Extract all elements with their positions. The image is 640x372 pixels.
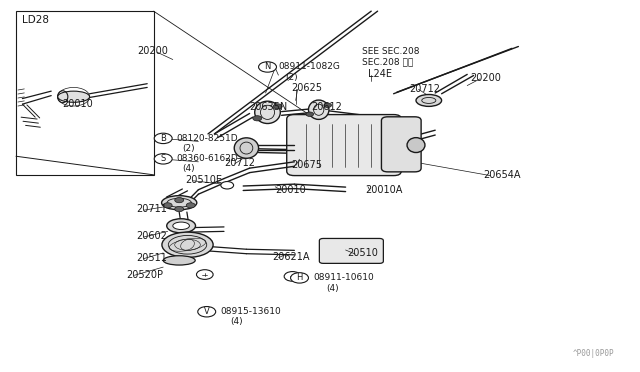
FancyBboxPatch shape <box>319 238 383 263</box>
Text: 20200: 20200 <box>470 73 501 83</box>
Circle shape <box>324 103 332 108</box>
Text: 20621A: 20621A <box>272 252 310 262</box>
Text: 20712: 20712 <box>410 84 440 93</box>
Text: B: B <box>160 134 166 143</box>
Text: 20010: 20010 <box>275 185 306 195</box>
Text: 20712: 20712 <box>224 158 255 168</box>
Circle shape <box>196 270 213 279</box>
Ellipse shape <box>162 196 197 210</box>
Circle shape <box>154 154 172 164</box>
Text: SEC.208 参照: SEC.208 参照 <box>362 58 413 67</box>
Text: (2): (2) <box>182 144 195 153</box>
Text: 20200: 20200 <box>138 46 168 56</box>
Text: S: S <box>161 154 166 163</box>
Circle shape <box>163 203 172 208</box>
Text: LD28: LD28 <box>22 16 49 25</box>
Text: N: N <box>264 62 271 71</box>
Text: 08120-8251D: 08120-8251D <box>176 134 237 143</box>
Ellipse shape <box>416 94 442 106</box>
Text: 20520P: 20520P <box>127 270 164 279</box>
Text: (4): (4) <box>326 284 339 293</box>
Text: ^P00|0P0P: ^P00|0P0P <box>573 349 614 358</box>
Circle shape <box>175 206 184 212</box>
Text: 20010: 20010 <box>63 99 93 109</box>
Text: 08915-13610: 08915-13610 <box>221 307 282 316</box>
Text: 20612: 20612 <box>312 102 342 112</box>
Circle shape <box>273 104 282 109</box>
Ellipse shape <box>163 256 195 265</box>
FancyBboxPatch shape <box>287 115 401 176</box>
Text: H: H <box>296 273 303 282</box>
FancyBboxPatch shape <box>381 117 421 172</box>
Circle shape <box>306 112 314 116</box>
Ellipse shape <box>162 232 213 257</box>
Text: L24E: L24E <box>368 70 392 79</box>
Circle shape <box>284 272 301 281</box>
Ellipse shape <box>407 138 425 153</box>
Ellipse shape <box>166 219 196 233</box>
Ellipse shape <box>58 91 90 102</box>
Ellipse shape <box>173 222 189 230</box>
Circle shape <box>259 62 276 72</box>
Text: 08360-6162D: 08360-6162D <box>176 154 237 163</box>
Circle shape <box>175 198 184 203</box>
Text: 20711: 20711 <box>136 205 167 214</box>
Text: 20635N: 20635N <box>250 102 288 112</box>
Circle shape <box>253 116 262 121</box>
Text: 20675: 20675 <box>291 160 322 170</box>
Text: (4): (4) <box>230 317 243 326</box>
Circle shape <box>186 203 195 208</box>
Text: 20654A: 20654A <box>483 170 521 180</box>
Text: 20511: 20511 <box>136 253 167 263</box>
Circle shape <box>198 307 216 317</box>
Text: SEE SEC.208: SEE SEC.208 <box>362 47 419 56</box>
Text: 20010A: 20010A <box>365 185 402 195</box>
Text: 20602: 20602 <box>136 231 167 241</box>
Ellipse shape <box>308 100 329 119</box>
Text: 20625: 20625 <box>291 83 322 93</box>
Text: 08911-1082G: 08911-1082G <box>278 62 340 71</box>
Circle shape <box>154 133 172 144</box>
Bar <box>16 11 154 175</box>
Text: 20510E: 20510E <box>186 175 223 185</box>
Text: 20510: 20510 <box>348 248 378 258</box>
Text: (2): (2) <box>285 73 298 81</box>
Circle shape <box>221 182 234 189</box>
Ellipse shape <box>255 101 280 124</box>
Ellipse shape <box>234 138 259 158</box>
Text: (4): (4) <box>182 164 195 173</box>
Circle shape <box>291 273 308 283</box>
Text: 08911-10610: 08911-10610 <box>314 273 374 282</box>
Text: V: V <box>204 307 209 316</box>
